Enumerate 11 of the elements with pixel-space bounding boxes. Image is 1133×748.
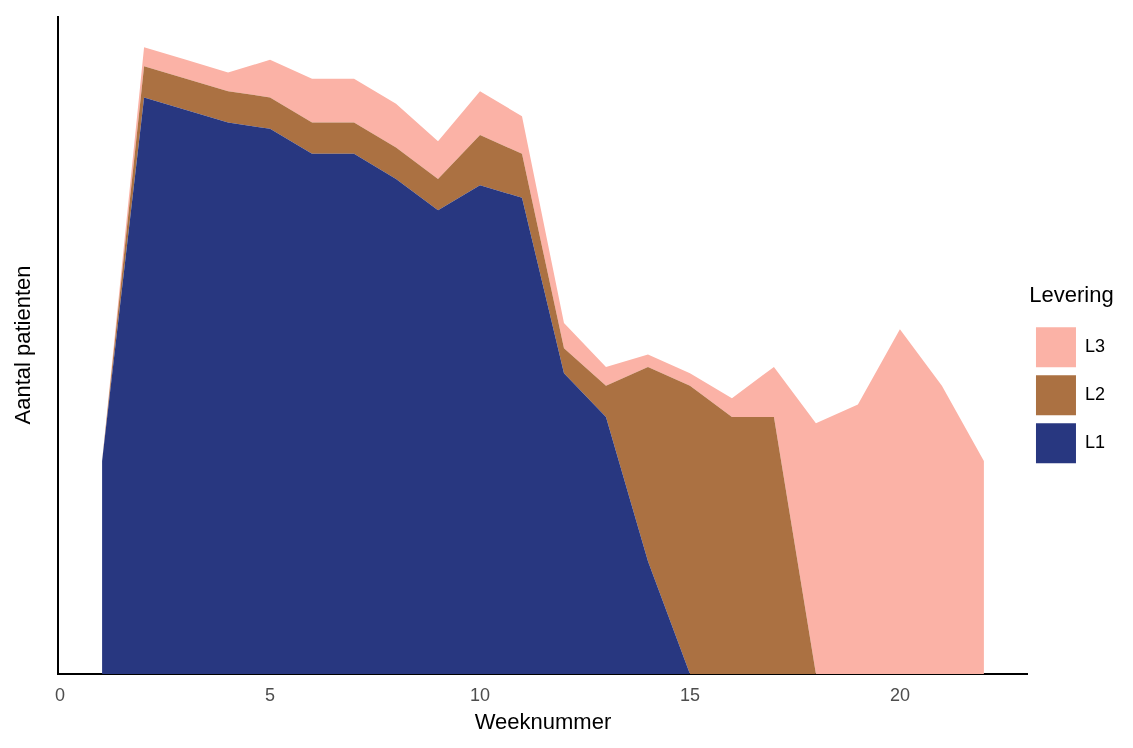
x-tick-label: 5 [265, 684, 276, 705]
legend-label: L2 [1084, 384, 1106, 405]
y-axis-title: Aantal patienten [10, 265, 36, 425]
x-axis-title: Weeknummer [474, 708, 612, 734]
x-tick-label: 15 [679, 684, 700, 705]
legend-title: Levering [1029, 281, 1114, 307]
legend-label: L3 [1084, 336, 1106, 357]
x-tick-label: 10 [469, 684, 491, 705]
x-tick-label: 0 [55, 684, 66, 705]
x-tick-label: 20 [889, 684, 910, 705]
legend-label: L1 [1084, 432, 1106, 453]
